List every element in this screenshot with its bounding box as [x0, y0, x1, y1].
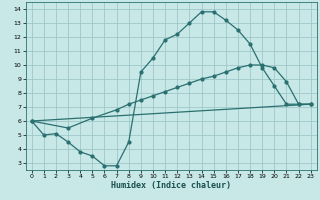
X-axis label: Humidex (Indice chaleur): Humidex (Indice chaleur)	[111, 181, 231, 190]
